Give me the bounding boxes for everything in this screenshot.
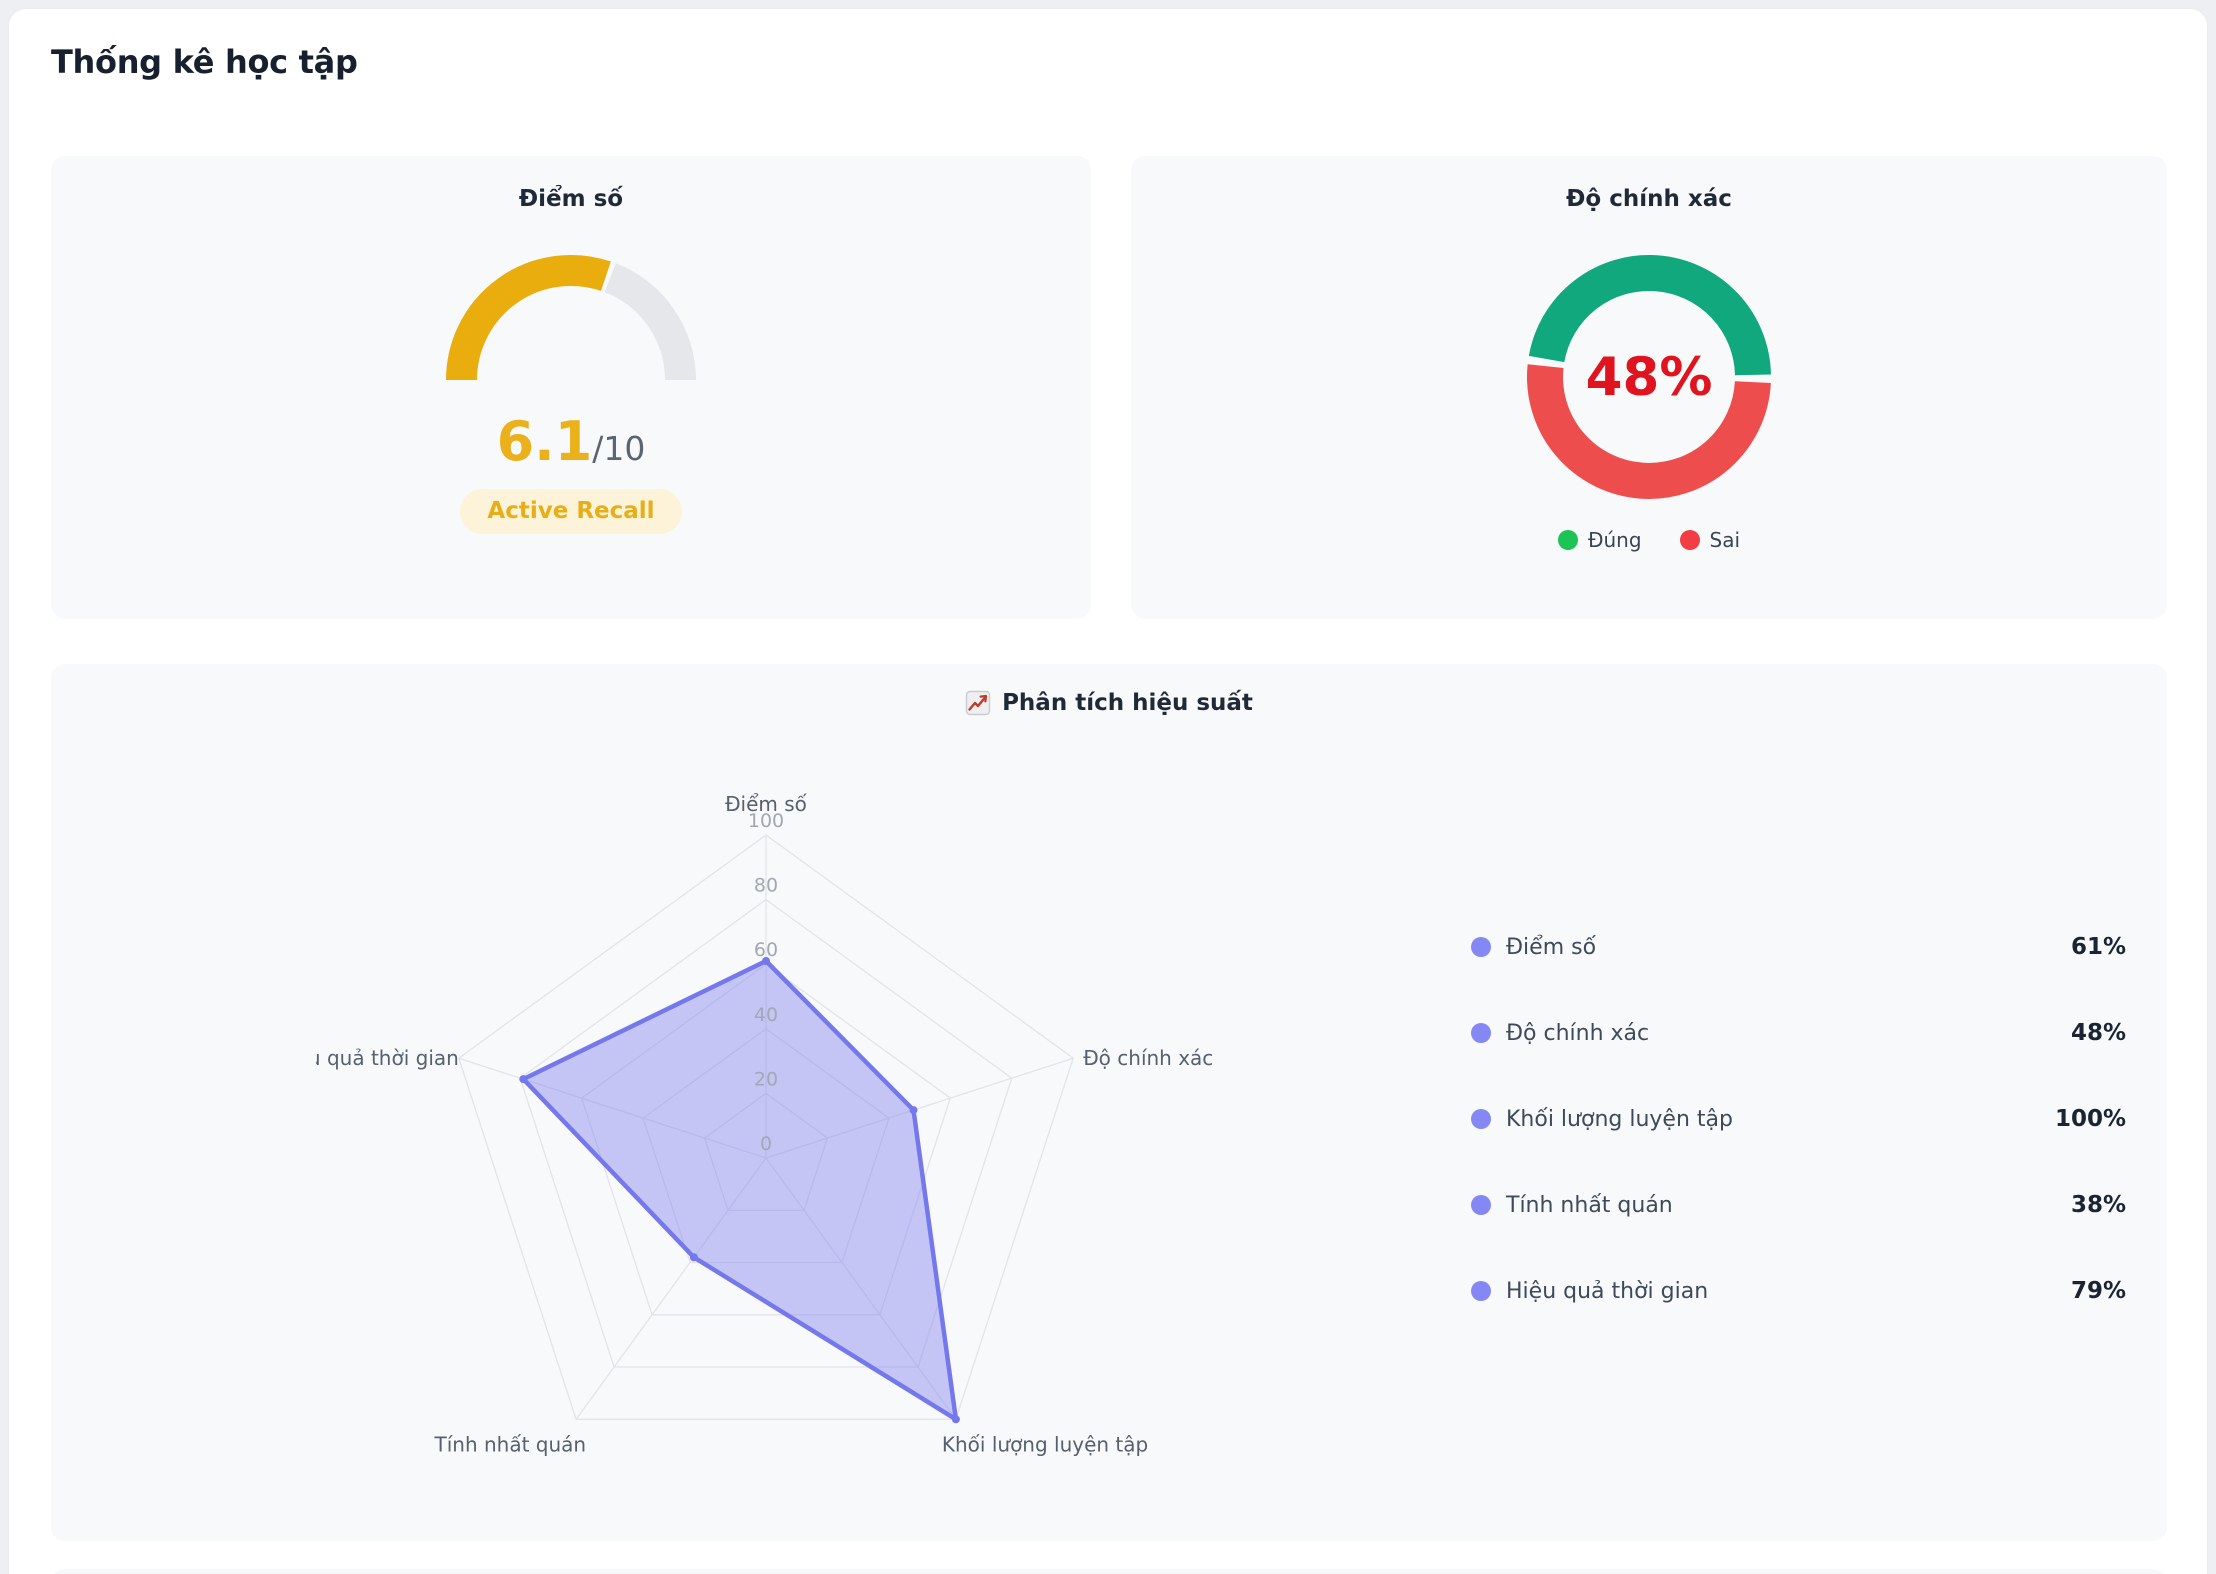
legend-value: 100%: [2054, 1106, 2126, 1132]
legend-value: 61%: [2070, 934, 2126, 960]
performance-legend-row-1: Độ chính xác 48%: [1471, 1003, 2126, 1063]
accuracy-legend: Đúng Sai: [1131, 528, 2167, 552]
score-readout: 6.1/10: [51, 410, 1091, 473]
legend-value: 79%: [2070, 1278, 2126, 1304]
legend-dot: [1679, 530, 1700, 550]
radar-axis-label: Khối lượng luyện tập: [942, 1432, 1148, 1456]
score-gauge-chart: [446, 255, 696, 381]
legend-dot: [1471, 1109, 1491, 1129]
accuracy-donut-svg: [1527, 255, 1771, 499]
legend-value: 48%: [2070, 1020, 2126, 1046]
legend-row-left: Tính nhất quán: [1471, 1193, 1673, 1218]
radar-axis-label: Điểm số: [725, 792, 808, 816]
legend-row-left: Điểm số: [1471, 935, 1596, 960]
performance-legend-row-2: Khối lượng luyện tập 100%: [1471, 1089, 2126, 1149]
radar-tick-label: 100: [748, 810, 784, 832]
performance-legend-row-4: Hiệu quả thời gian 79%: [1471, 1261, 2126, 1321]
legend-row-left: Hiệu quả thời gian: [1471, 1279, 1708, 1304]
legend-label: Sai: [1709, 528, 1741, 552]
performance-card: Phân tích hiệu suất 0 20 40 60 80 100 Điểm số Đ…: [51, 664, 2167, 1541]
performance-legend: Điểm số 61% Độ chính xác 48% Khối lượng luyệ…: [1471, 917, 2126, 1321]
accuracy-donut-chart: 48%: [1524, 252, 1774, 502]
legend-dot: [1471, 1023, 1491, 1043]
accuracy-legend-item-1[interactable]: Sai: [1679, 528, 1741, 552]
score-max: /10: [592, 429, 646, 468]
method-badge: Active Recall: [460, 489, 682, 535]
next-section-edge: [51, 1569, 2167, 1574]
performance-legend-row-0: Điểm số 61%: [1471, 917, 2126, 977]
legend-label: Hiệu quả thời gian: [1506, 1278, 1709, 1304]
page-title: Thống kê học tập: [51, 43, 358, 81]
performance-legend-row-3: Tính nhất quán 38%: [1471, 1175, 2126, 1235]
radar-tick-label: 60: [754, 939, 778, 961]
legend-dot: [1471, 937, 1491, 957]
radar-axis-label: Tính nhất quán: [434, 1432, 587, 1456]
radar-axis-label: Hiệu quả thời gian: [316, 1046, 459, 1070]
stats-panel: Thống kê học tập Điểm số 6.1/10 Active R…: [8, 8, 2208, 1574]
legend-label: Độ chính xác: [1506, 1020, 1650, 1046]
accuracy-card-title: Độ chính xác: [1566, 186, 1732, 212]
accuracy-card: Độ chính xác 48% Đúng Sai: [1131, 156, 2167, 619]
score-number: 6.1: [496, 410, 593, 473]
accuracy-legend-item-0[interactable]: Đúng: [1557, 528, 1642, 552]
legend-dot: [1557, 530, 1578, 550]
performance-title: Phân tích hiệu suất: [1002, 690, 1253, 716]
legend-label: Tính nhất quán: [1506, 1192, 1673, 1218]
legend-label: Đúng: [1587, 528, 1642, 552]
radar-tick-label: 0: [760, 1133, 772, 1155]
legend-dot: [1471, 1281, 1491, 1301]
legend-label: Khối lượng luyện tập: [1506, 1106, 1733, 1132]
radar-tick-label: 20: [754, 1068, 778, 1090]
score-card: Điểm số 6.1/10 Active Recall: [51, 156, 1091, 619]
score-card-title: Điểm số: [518, 186, 624, 212]
radar-axis-label: Độ chính xác: [1083, 1046, 1213, 1070]
badge-wrap: Active Recall: [51, 489, 1091, 535]
legend-label: Điểm số: [1506, 934, 1597, 960]
legend-row-left: Khối lượng luyện tập: [1471, 1107, 1733, 1132]
performance-title-row: Phân tích hiệu suất: [51, 690, 2167, 716]
legend-row-left: Độ chính xác: [1471, 1021, 1649, 1046]
chart-increasing-icon: [965, 690, 991, 716]
legend-dot: [1471, 1195, 1491, 1215]
accuracy-center-label: 48%: [1585, 346, 1713, 408]
radar-tick-label: 80: [754, 875, 778, 897]
radar-tick-label: 40: [754, 1004, 778, 1026]
legend-value: 38%: [2070, 1192, 2126, 1218]
